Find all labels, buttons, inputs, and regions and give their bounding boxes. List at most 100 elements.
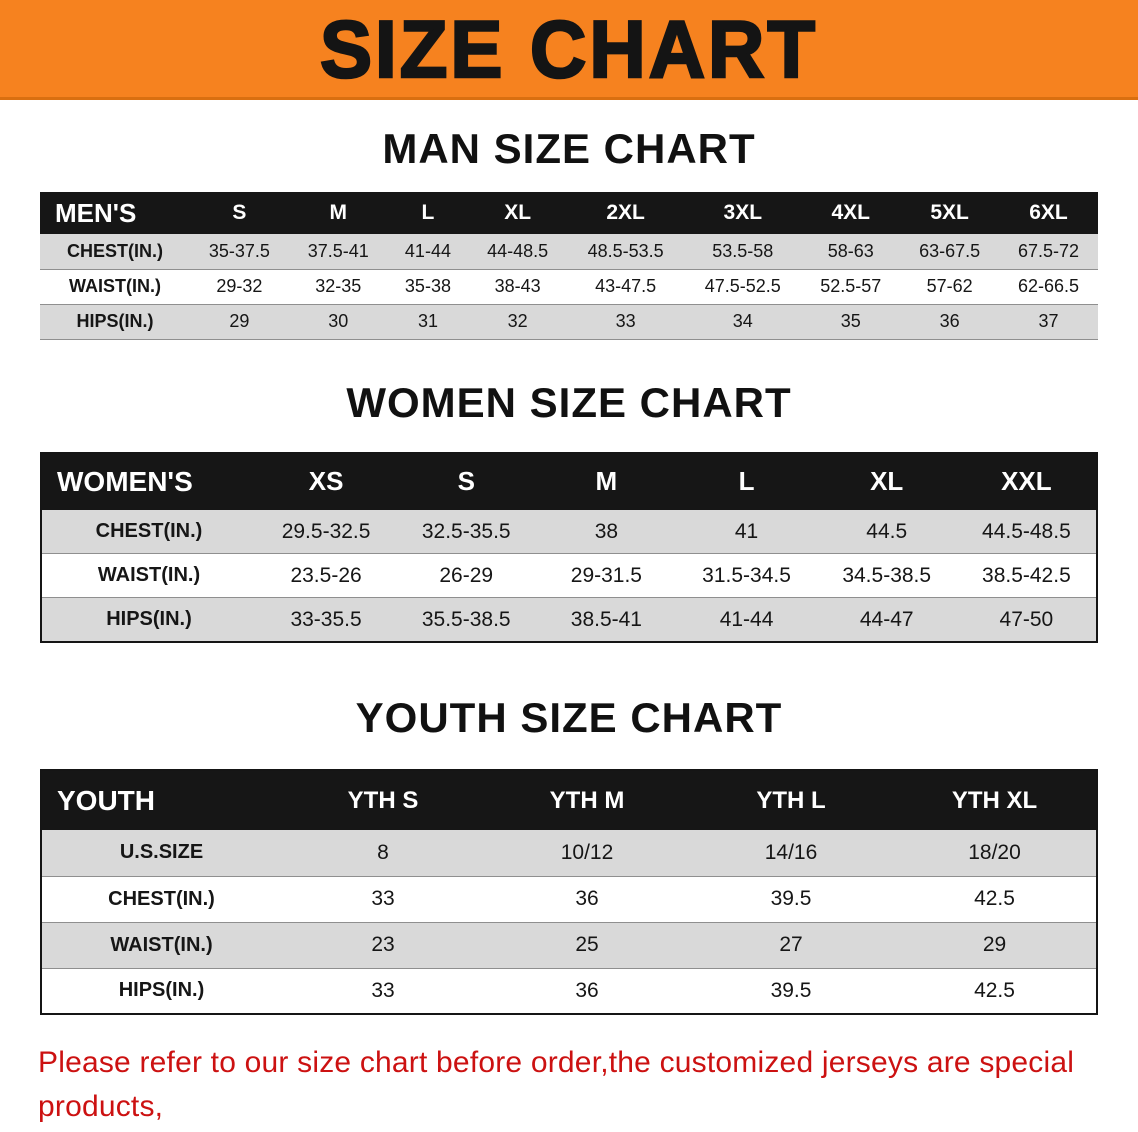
header-row: MEN'S S M L XL 2XL 3XL 4XL 5XL 6XL <box>40 192 1098 235</box>
row-label-cell: HIPS(IN.) <box>41 597 256 643</box>
size-header-cell: 3XL <box>684 192 802 235</box>
size-value-cell: 39.5 <box>689 968 893 1015</box>
size-value-cell: 23 <box>281 922 485 969</box>
size-value-cell: 37 <box>999 304 1098 340</box>
table-title-cell: MEN'S <box>40 192 190 235</box>
size-value-cell: 33 <box>281 968 485 1015</box>
disclaimer-line-1: Please refer to our size chart before or… <box>38 1046 1075 1123</box>
size-value-cell: 38.5-42.5 <box>956 553 1097 599</box>
table-row: U.S.SIZE 8 10/12 14/16 18/20 <box>41 830 1097 877</box>
table-row: CHEST(IN.) 33 36 39.5 42.5 <box>41 876 1097 923</box>
size-value-cell: 35.5-38.5 <box>396 597 537 643</box>
size-value-cell: 41-44 <box>676 597 817 643</box>
size-header-cell: XL <box>468 192 568 235</box>
table-row: CHEST(IN.) 35-37.5 37.5-41 41-44 44-48.5 48.5… <box>40 234 1098 270</box>
size-header-cell: YTH L <box>689 770 893 831</box>
size-value-cell: 44-47 <box>816 597 957 643</box>
size-value-cell: 27 <box>689 922 893 969</box>
table-row: WAIST(IN.) 23.5-26 26-29 29-31.5 31.5-34.5 34… <box>41 553 1097 599</box>
size-value-cell: 63-67.5 <box>900 234 1000 270</box>
size-value-cell: 29-32 <box>190 269 289 305</box>
size-value-cell: 23.5-26 <box>256 553 397 599</box>
page-title: SIZE CHART <box>319 2 818 95</box>
size-header-cell: 2XL <box>567 192 685 235</box>
size-header-cell: S <box>190 192 289 235</box>
size-value-cell: 35 <box>801 304 901 340</box>
size-value-cell: 14/16 <box>689 830 893 877</box>
size-value-cell: 35-38 <box>387 269 469 305</box>
row-label-cell: WAIST(IN.) <box>41 922 281 969</box>
size-value-cell: 30 <box>288 304 388 340</box>
table-row: HIPS(IN.) 33 36 39.5 42.5 <box>41 968 1097 1015</box>
row-label-cell: CHEST(IN.) <box>40 234 190 270</box>
size-value-cell: 43-47.5 <box>567 269 685 305</box>
size-value-cell: 47.5-52.5 <box>684 269 802 305</box>
size-value-cell: 57-62 <box>900 269 1000 305</box>
size-value-cell: 44-48.5 <box>468 234 568 270</box>
size-header-cell: XXL <box>956 452 1097 510</box>
size-value-cell: 34 <box>684 304 802 340</box>
size-value-cell: 25 <box>485 922 689 969</box>
size-value-cell: 39.5 <box>689 876 893 923</box>
size-value-cell: 38.5-41 <box>536 597 677 643</box>
size-value-cell: 62-66.5 <box>999 269 1098 305</box>
men-size-section: MAN SIZE CHART MEN'S S M L XL 2XL 3XL 4XL 5XL 6XL… <box>0 125 1138 340</box>
size-value-cell: 36 <box>900 304 1000 340</box>
size-value-cell: 36 <box>485 876 689 923</box>
men-section-heading: MAN SIZE CHART <box>382 125 756 172</box>
size-value-cell: 37.5-41 <box>288 234 388 270</box>
row-label-cell: WAIST(IN.) <box>40 269 190 305</box>
row-label-cell: HIPS(IN.) <box>40 304 190 340</box>
size-header-cell: 5XL <box>900 192 1000 235</box>
size-value-cell: 26-29 <box>396 553 537 599</box>
size-header-cell: M <box>288 192 388 235</box>
size-header-cell: S <box>396 452 537 510</box>
women-section-heading: WOMEN SIZE CHART <box>346 378 792 426</box>
size-value-cell: 33 <box>567 304 685 340</box>
youth-section-heading: YOUTH SIZE CHART <box>355 693 783 741</box>
table-row: HIPS(IN.) 33-35.5 35.5-38.5 38.5-41 41-44 44-… <box>41 597 1097 643</box>
size-value-cell: 44.5-48.5 <box>956 509 1097 555</box>
row-label-cell: CHEST(IN.) <box>41 876 281 923</box>
size-value-cell: 53.5-58 <box>684 234 802 270</box>
size-value-cell: 36 <box>485 968 689 1015</box>
table-row: CHEST(IN.) 29.5-32.5 32.5-35.5 38 41 44.5 44.5… <box>41 509 1097 555</box>
size-value-cell: 32 <box>468 304 568 340</box>
size-value-cell: 18/20 <box>893 830 1097 877</box>
size-value-cell: 31 <box>387 304 469 340</box>
size-value-cell: 42.5 <box>893 968 1097 1015</box>
size-value-cell: 41 <box>676 509 817 555</box>
table-title-cell: WOMEN'S <box>41 452 256 510</box>
size-header-cell: XL <box>816 452 957 510</box>
size-header-cell: YTH XL <box>893 770 1097 831</box>
size-value-cell: 29-31.5 <box>536 553 677 599</box>
size-header-cell: L <box>676 452 817 510</box>
size-value-cell: 8 <box>281 830 485 877</box>
size-value-cell: 34.5-38.5 <box>816 553 957 599</box>
table-row: HIPS(IN.) 29 30 31 32 33 34 35 36 37 <box>40 304 1098 340</box>
size-header-cell: 4XL <box>801 192 901 235</box>
size-value-cell: 48.5-53.5 <box>567 234 685 270</box>
women-size-table: WOMEN'S XS S M L XL XXL CHEST(IN.) 29.5-32.5 32.5… <box>40 451 1098 643</box>
size-header-cell: YTH M <box>485 770 689 831</box>
size-value-cell: 44.5 <box>816 509 957 555</box>
row-label-cell: U.S.SIZE <box>41 830 281 877</box>
size-value-cell: 10/12 <box>485 830 689 877</box>
size-value-cell: 41-44 <box>387 234 469 270</box>
row-label-cell: WAIST(IN.) <box>41 553 256 599</box>
women-size-section: WOMEN SIZE CHART WOMEN'S XS S M L XL XXL CHEST(… <box>0 378 1138 643</box>
size-value-cell: 42.5 <box>893 876 1097 923</box>
size-value-cell: 31.5-34.5 <box>676 553 817 599</box>
size-value-cell: 29 <box>893 922 1097 969</box>
size-value-cell: 38-43 <box>468 269 568 305</box>
title-banner: SIZE CHART <box>0 0 1138 100</box>
row-label-cell: CHEST(IN.) <box>41 509 256 555</box>
size-value-cell: 52.5-57 <box>801 269 901 305</box>
size-value-cell: 47-50 <box>956 597 1097 643</box>
table-title-cell: YOUTH <box>41 770 281 831</box>
size-header-cell: L <box>387 192 469 235</box>
disclaimer-note: Please refer to our size chart before or… <box>38 1041 1118 1132</box>
size-header-cell: XS <box>256 452 397 510</box>
header-row: WOMEN'S XS S M L XL XXL <box>41 452 1097 510</box>
